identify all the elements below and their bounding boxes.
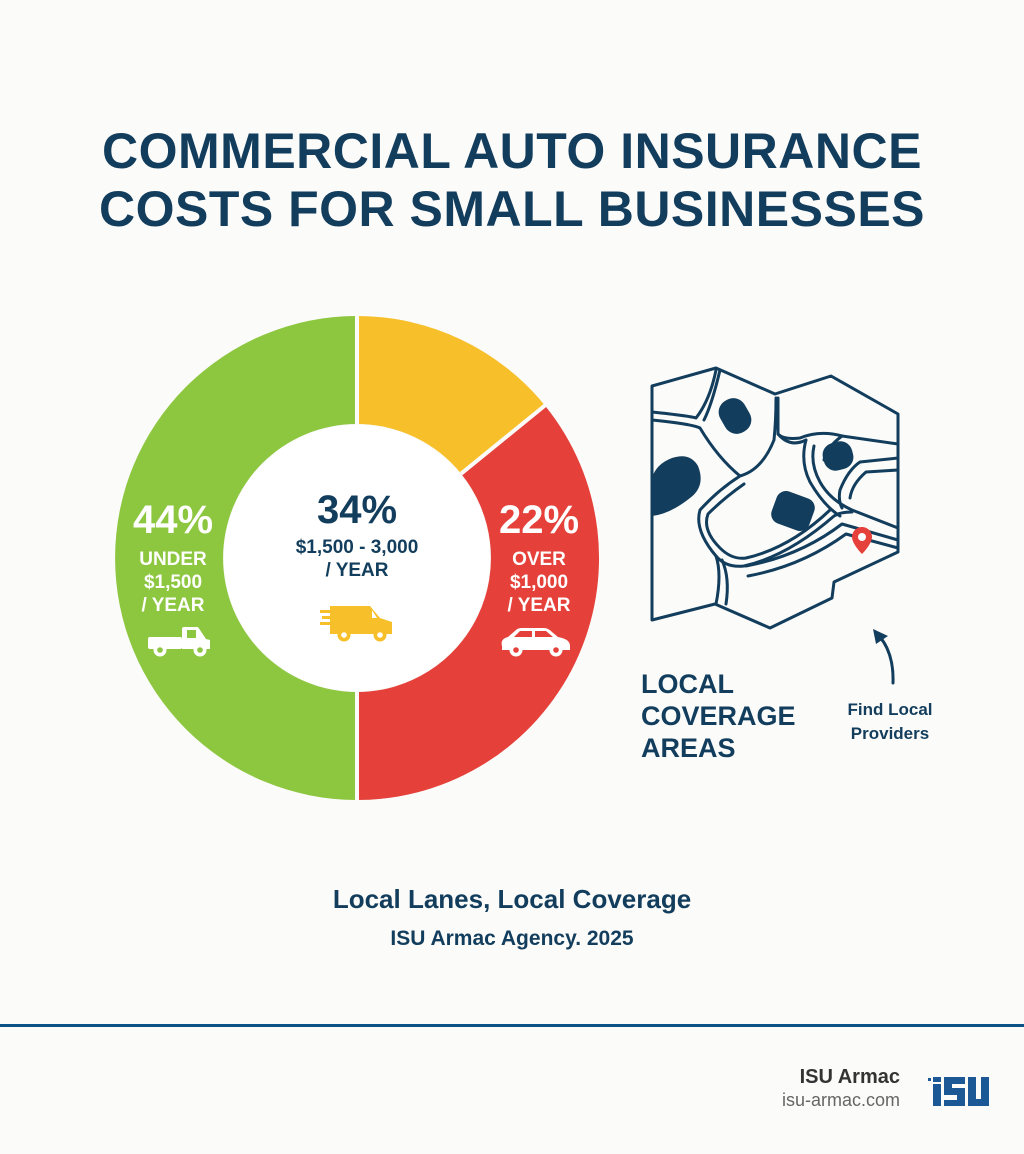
coverage-map-icon bbox=[650, 366, 900, 630]
brand-block: ISU Armac isu-armac.com bbox=[782, 1066, 900, 1111]
separator bbox=[459, 401, 550, 476]
brand-name: ISU Armac bbox=[799, 1066, 900, 1088]
location-pin-icon bbox=[852, 527, 872, 554]
credit-line: ISU Armac Agency. 2025 bbox=[390, 927, 634, 950]
pickup-truck-icon bbox=[148, 627, 210, 657]
red-line2: $1,000 bbox=[509, 572, 569, 593]
segment-red bbox=[357, 405, 600, 800]
segment-yellow bbox=[357, 316, 546, 474]
delivery-van-icon bbox=[320, 606, 392, 642]
coverage-line2: COVERAGE bbox=[641, 701, 796, 731]
title-line-2: COSTS FOR SMALL BUSINESSES bbox=[98, 181, 926, 237]
segment-green bbox=[115, 316, 357, 800]
label-green-segment: 44% UNDER $1,500 / YEAR bbox=[118, 498, 228, 617]
label-yellow-segment: 34% $1,500 - 3,000 / YEAR bbox=[262, 488, 452, 582]
map-landmarks bbox=[652, 398, 854, 531]
find-local-providers-callout: Find Local Providers bbox=[820, 698, 960, 746]
green-percent: 44% bbox=[132, 498, 214, 542]
brand-url: isu-armac.com bbox=[781, 1090, 900, 1110]
callout-line1: Find Local bbox=[847, 700, 933, 719]
red-line1: OVER bbox=[512, 549, 566, 570]
page-title: COMMERCIAL AUTO INSURANCE COSTS FOR SMAL… bbox=[0, 122, 1024, 238]
callout-line2: Providers bbox=[850, 724, 930, 743]
isu-logo bbox=[928, 1077, 989, 1106]
green-line1: UNDER bbox=[139, 549, 207, 570]
green-line3: / YEAR bbox=[141, 595, 205, 616]
footer-divider bbox=[0, 1024, 1024, 1027]
coverage-line3: AREAS bbox=[641, 733, 736, 763]
coverage-areas-heading: LOCAL COVERAGE AREAS bbox=[641, 668, 796, 764]
donut-hole bbox=[224, 425, 490, 691]
red-line3: / YEAR bbox=[507, 595, 571, 616]
yellow-line1: $1,500 - 3,000 bbox=[295, 537, 419, 558]
coverage-line1: LOCAL bbox=[641, 669, 734, 699]
tagline: Local Lanes, Local Coverage bbox=[332, 884, 692, 914]
donut-chart bbox=[115, 312, 600, 804]
yellow-percent: 34% bbox=[316, 488, 398, 532]
map-outline bbox=[650, 366, 900, 630]
curved-arrow-icon bbox=[873, 629, 895, 685]
sedan-car-icon bbox=[501, 628, 570, 657]
green-line2: $1,500 bbox=[143, 572, 203, 593]
label-red-segment: 22% OVER $1,000 / YEAR bbox=[484, 498, 594, 617]
title-line-1: COMMERCIAL AUTO INSURANCE bbox=[102, 123, 922, 179]
yellow-line2: / YEAR bbox=[325, 560, 389, 581]
red-percent: 22% bbox=[498, 498, 580, 542]
